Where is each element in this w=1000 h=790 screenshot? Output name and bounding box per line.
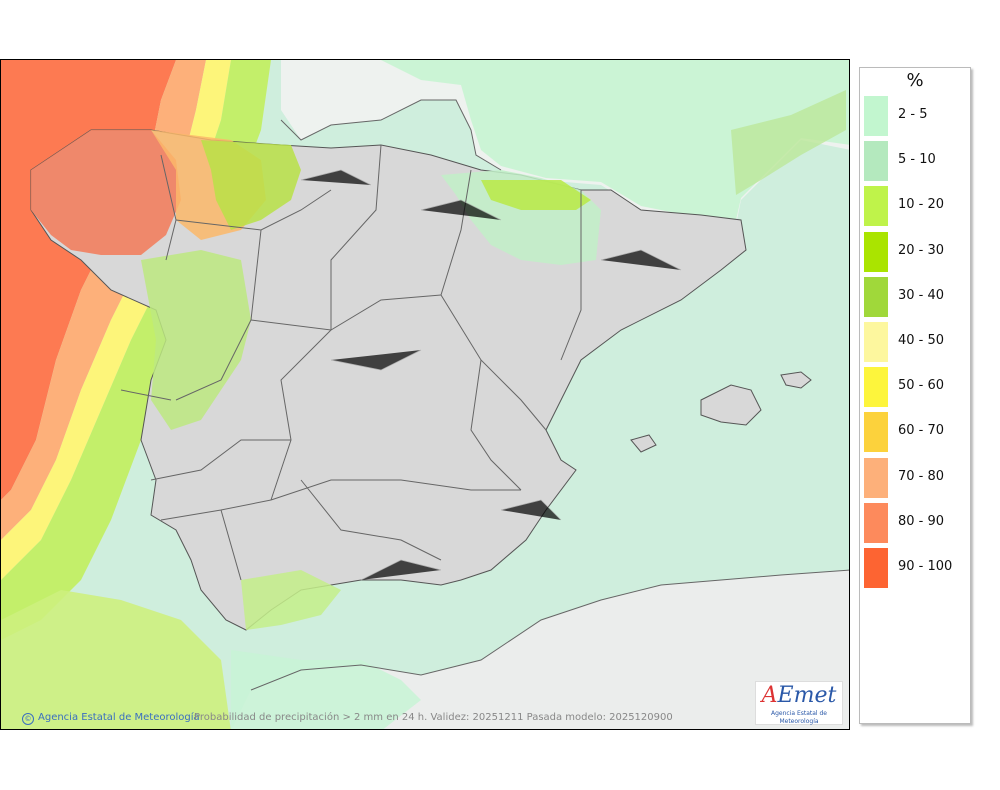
legend-label: 60 - 70 [898,423,945,439]
africa-coast-zone [231,650,421,729]
copyright-icon: © [22,713,34,725]
legend-item: 40 - 50 [864,322,968,362]
aemet-logo-subtitle: Agencia Estatal de Meteorología [770,710,827,725]
southwest-green-zone [1,590,231,729]
legend-label: 10 - 20 [898,197,945,213]
legend-label: 40 - 50 [898,333,945,348]
legend-label: 5 - 10 [898,152,936,168]
map-credit-text: Agencia Estatal de Meteorología [38,712,200,723]
legend-label: 20 - 30 [898,242,945,258]
cantabric-green-zone [201,140,301,230]
legend-swatch [864,186,888,227]
navarra-green-zone [481,180,591,210]
legend-title: % [906,70,924,91]
legend-item: 20 - 30 [864,231,968,272]
legend-swatch [864,412,888,453]
legend-item: 2 - 5 [864,96,968,136]
france-probability-zone [381,60,849,220]
map-canvas [1,60,849,729]
legend-panel: % 2 - 5 5 - 10 10 - 20 20 - 30 30 - 40 40 - 5… [859,67,971,724]
legend-item: 80 - 90 [864,502,968,543]
ibiza-island [630,434,657,453]
legend-swatch [864,322,888,362]
legend-item: 60 - 70 [864,412,968,453]
legend-item: 70 - 80 [864,457,968,498]
legend-label: 50 - 60 [898,378,945,394]
legend-swatch [864,548,888,588]
legend-swatch [864,141,888,182]
legend-label: 70 - 80 [898,468,945,484]
pyrenees-green-zone [731,90,846,195]
legend-item: 5 - 10 [864,141,968,182]
legend-item: 30 - 40 [864,276,968,317]
legend-swatch [864,276,888,317]
precipitation-map: AEmet Agencia Estatal de Meteorología [0,59,850,730]
galicia-high-zone [31,130,181,255]
aemet-logo-a: A [761,683,778,708]
legend-swatch [864,367,888,408]
legend-label: 80 - 90 [898,513,945,529]
legend-swatch [864,96,888,136]
regional-borders [120,144,582,581]
legend-item: 90 - 100 [864,548,968,588]
legend-label: 90 - 100 [898,559,953,574]
mallorca-island [700,384,762,426]
andalusia-green-zone [241,570,341,630]
france-coastline [280,99,502,171]
aemet-logo-rest: Emet [777,683,837,708]
aemet-logo: AEmet Agencia Estatal de Meteorología [755,681,843,725]
legend-item: 10 - 20 [864,186,968,227]
legend-swatch [864,457,888,498]
legend-item: 50 - 60 [864,367,968,408]
menorca-island [780,371,812,389]
western-green-zone [141,250,251,430]
africa-coastline [250,569,849,691]
legend-label: 30 - 40 [898,287,945,303]
legend-swatch [864,502,888,543]
map-credit: © Agencia Estatal de Meteorología [22,712,200,725]
relief-texture [300,169,682,581]
map-caption: Probabilidad de precipitación > 2 mm en … [194,712,673,723]
legend-label: 2 - 5 [898,107,928,122]
aemet-logo-text: AEmet [756,682,842,710]
legend-swatch [864,231,888,272]
